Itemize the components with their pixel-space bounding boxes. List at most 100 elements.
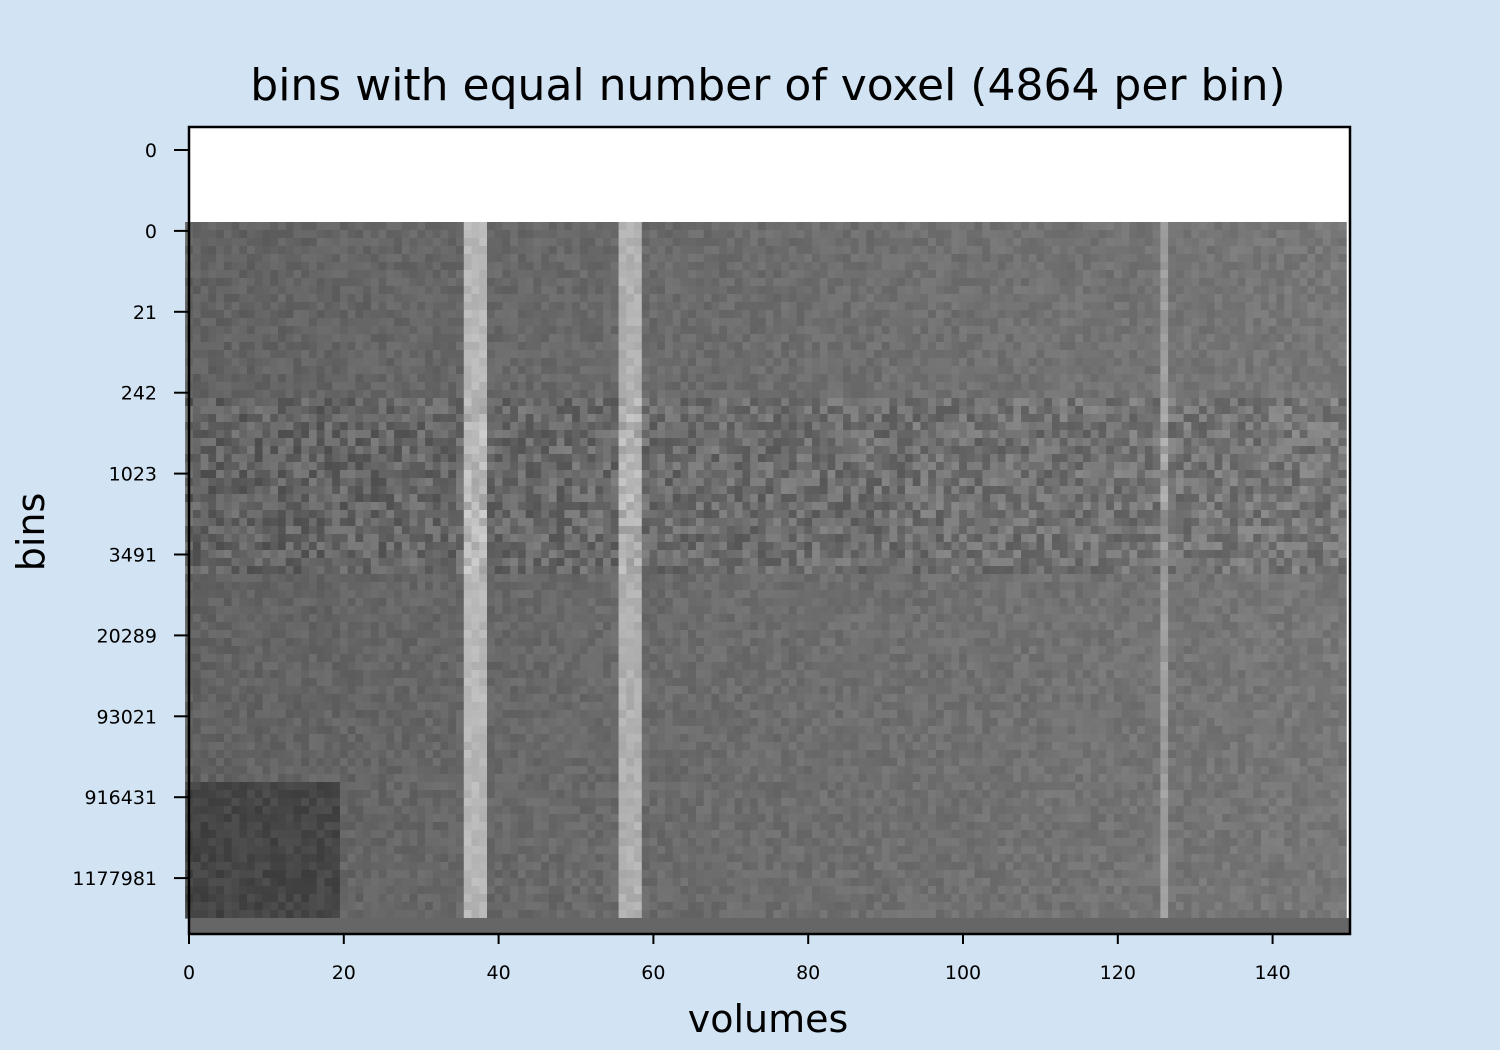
- heatmap-cell: [1230, 414, 1239, 423]
- heatmap-cell: [324, 238, 333, 247]
- heatmap-cell: [316, 486, 326, 495]
- heatmap-cell: [541, 334, 550, 343]
- heatmap-cell: [688, 254, 697, 263]
- heatmap-cell: [641, 438, 651, 447]
- heatmap-cell: [1307, 262, 1316, 271]
- heatmap-cell: [1090, 414, 1100, 423]
- heatmap-cell: [378, 270, 387, 279]
- heatmap-cell: [649, 246, 658, 255]
- heatmap-cell: [308, 358, 318, 367]
- heatmap-cell: [1291, 326, 1301, 335]
- heatmap-cell: [626, 278, 635, 287]
- heatmap-cell: [494, 222, 504, 231]
- heatmap-cell: [1268, 222, 1278, 231]
- heatmap-cell: [192, 246, 202, 255]
- heatmap-cell: [1237, 342, 1247, 351]
- heatmap-cell: [812, 302, 821, 311]
- heatmap-cell: [200, 454, 209, 463]
- heatmap-cell: [866, 310, 875, 319]
- heatmap-cell: [711, 342, 720, 351]
- heatmap-cell: [1059, 310, 1069, 319]
- heatmap-cell: [835, 446, 844, 455]
- heatmap-cell: [873, 302, 883, 311]
- heatmap-cell: [370, 470, 380, 479]
- heatmap-cell: [355, 446, 364, 455]
- heatmap-cell: [734, 262, 744, 271]
- heatmap-cell: [200, 430, 209, 439]
- heatmap-cell: [850, 406, 860, 415]
- heatmap-cell: [618, 406, 627, 415]
- heatmap-cell: [510, 470, 519, 479]
- heatmap-cell: [339, 470, 349, 479]
- heatmap-cell: [1028, 358, 1038, 367]
- heatmap-cell: [959, 366, 968, 375]
- heatmap-cell: [1028, 446, 1038, 455]
- heatmap-cell: [695, 334, 705, 343]
- heatmap-cell: [409, 286, 418, 295]
- heatmap-cell: [990, 334, 999, 343]
- heatmap-cell: [1168, 286, 1177, 295]
- heatmap-cell: [510, 382, 519, 391]
- heatmap-cell: [788, 446, 798, 455]
- heatmap-cell: [316, 262, 326, 271]
- heatmap-cell: [1268, 414, 1278, 423]
- heatmap-cell: [695, 286, 705, 295]
- heatmap-cell: [897, 406, 906, 415]
- heatmap-cell: [1098, 342, 1107, 351]
- heatmap-cell: [1291, 262, 1301, 271]
- heatmap-cell: [742, 422, 751, 431]
- heatmap-cell: [603, 334, 612, 343]
- heatmap-cell: [572, 454, 581, 463]
- heatmap-cell: [556, 366, 565, 375]
- heatmap-cell: [254, 430, 264, 439]
- heatmap-cell: [873, 374, 883, 383]
- heatmap-cell: [339, 358, 349, 367]
- heatmap-cell: [1338, 238, 1347, 247]
- heatmap-cell: [247, 358, 256, 367]
- heatmap-cell: [695, 414, 705, 423]
- heatmap-cell: [649, 262, 658, 271]
- heatmap-cell: [982, 326, 991, 335]
- heatmap-cell: [440, 470, 449, 479]
- heatmap-cell: [1129, 342, 1138, 351]
- heatmap-cell: [943, 366, 952, 375]
- heatmap-cell: [1052, 262, 1061, 271]
- heatmap-cell: [1307, 430, 1316, 439]
- heatmap-cell: [641, 294, 651, 303]
- heatmap-cell: [1276, 454, 1285, 463]
- heatmap-cell: [858, 262, 867, 271]
- heatmap-cell: [1175, 446, 1185, 455]
- heatmap-cell: [1067, 222, 1076, 231]
- heatmap-cell: [1121, 342, 1131, 351]
- heatmap-cell: [982, 238, 991, 247]
- heatmap-cell: [200, 366, 209, 375]
- heatmap-cell: [1005, 358, 1014, 367]
- heatmap-cell: [216, 470, 225, 479]
- heatmap-cell: [812, 262, 821, 271]
- heatmap-cell: [1059, 326, 1069, 335]
- heatmap-cell: [541, 422, 550, 431]
- heatmap-cell: [1129, 358, 1138, 367]
- heatmap-cell: [773, 478, 782, 487]
- heatmap-cell: [1160, 334, 1169, 343]
- heatmap-cell: [1183, 302, 1192, 311]
- heatmap-cell: [1199, 374, 1208, 383]
- heatmap-cell: [572, 278, 581, 287]
- heatmap-cell: [332, 326, 341, 335]
- heatmap-cell: [1276, 254, 1285, 263]
- heatmap-cell: [1013, 446, 1022, 455]
- heatmap-cell: [370, 270, 380, 279]
- heatmap-cell: [935, 422, 945, 431]
- heatmap-cell: [1206, 422, 1216, 431]
- heatmap-cell: [556, 222, 565, 231]
- heatmap-cell: [1021, 470, 1030, 479]
- heatmap-cell: [254, 342, 264, 351]
- heatmap-cell: [1013, 270, 1022, 279]
- heatmap-cell: [548, 262, 558, 271]
- heatmap-cell: [502, 470, 511, 479]
- heatmap-cell: [247, 478, 256, 487]
- heatmap-cell: [572, 398, 581, 407]
- heatmap-cell: [579, 302, 589, 311]
- heatmap-cell: [1307, 438, 1316, 447]
- heatmap-cell: [208, 446, 217, 455]
